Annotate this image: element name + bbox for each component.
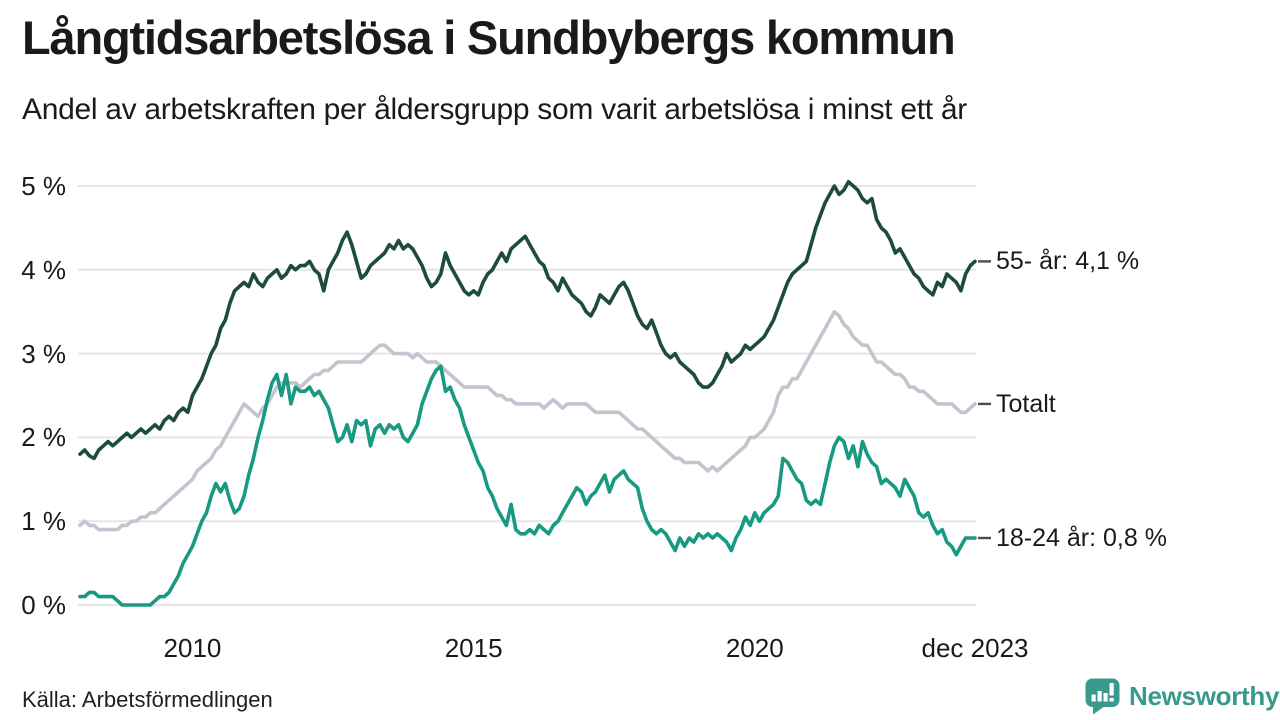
newsworthy-chart-bubble-icon	[1084, 677, 1121, 715]
brand-name: Newsworthy	[1129, 680, 1280, 711]
brand-logo: Newsworthy	[1084, 677, 1279, 715]
series-line-totalt	[78, 309, 977, 532]
source-text: Källa: Arbetsförmedlingen	[22, 687, 273, 712]
series-line-55-ar	[78, 180, 977, 461]
series-line-18-24-ar	[78, 364, 977, 607]
page-title: Långtidsarbetslösa i Sundbybergs kommun	[22, 11, 956, 64]
page-subtitle: Andel av arbetskraften per åldersgrupp s…	[22, 93, 967, 126]
